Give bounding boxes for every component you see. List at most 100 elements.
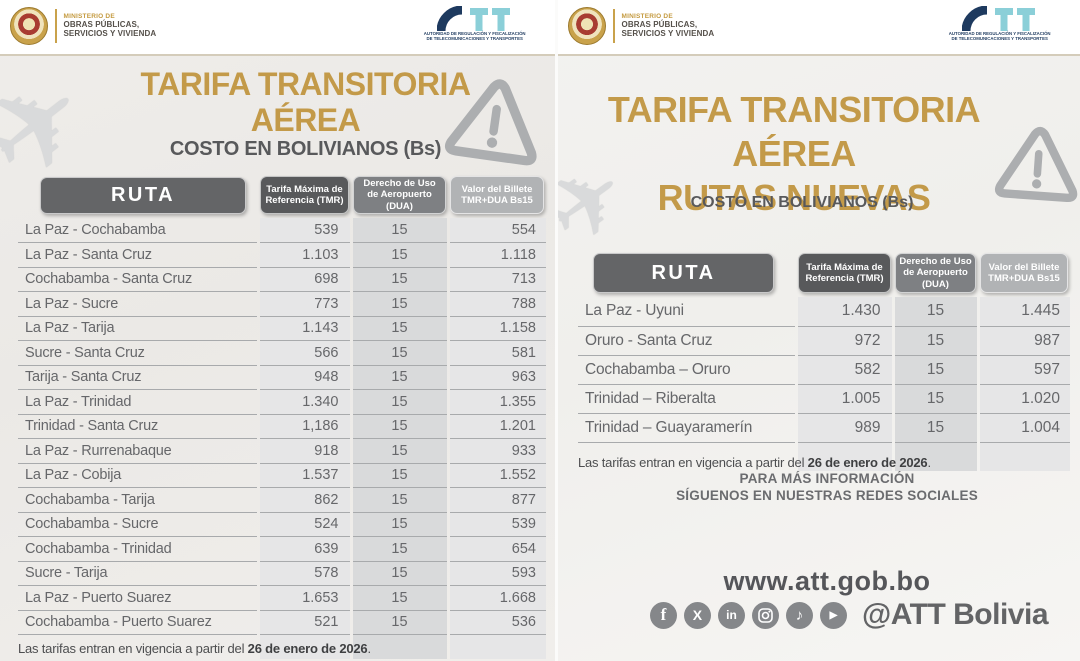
cell-route: La Paz - Cobija	[18, 463, 258, 488]
panel-rutas-nuevas: MINISTERIO DE OBRAS PÚBLICAS, SERVICIOS …	[555, 0, 1080, 661]
cell-total: 1.445	[978, 297, 1070, 327]
cell-route: La Paz - Rurrenabaque	[18, 438, 258, 464]
logo-bar: MINISTERIO DE OBRAS PÚBLICAS, SERVICIOS …	[0, 0, 555, 56]
cell-tmr: 1.537	[258, 463, 351, 488]
effective-date-notice: Las tarifas entran en vigencia a partir …	[18, 641, 371, 656]
table-row: Trinidad - Santa Cruz 1,186 15 1.201	[18, 414, 546, 439]
cell-dua: 15	[351, 585, 448, 611]
cell-total: 1.004	[978, 413, 1070, 443]
band-spacer-row	[18, 634, 546, 659]
table-row: La Paz - Sucre 773 15 788	[18, 291, 546, 317]
table-row: Cochabamba - Trinidad 639 15 654	[18, 536, 546, 562]
cell-route: Sucre - Tarija	[18, 561, 258, 586]
cell-route: Cochabamba - Sucre	[18, 512, 258, 537]
table-row: Cochabamba – Oruro 582 15 597	[578, 355, 1070, 385]
page-title: TARIFA TRANSITORIA AÉREA	[140, 66, 471, 138]
cell-route: Trinidad – Riberalta	[578, 384, 796, 414]
table-row: Cochabamba - Sucre 524 15 539	[18, 512, 546, 537]
page-title: TARIFA TRANSITORIA AÉREA RUTAS NUEVAS	[607, 89, 981, 218]
facebook-icon: f	[649, 601, 677, 629]
cell-dua: 15	[351, 561, 448, 586]
cell-tmr: 582	[796, 355, 893, 385]
att-logo-icon	[962, 6, 1036, 32]
cell-route: La Paz - Uyuni	[578, 297, 796, 327]
table-row: Trinidad – Guayaramerín 989 15 1.004	[578, 413, 1070, 443]
cell-route: La Paz - Puerto Suarez	[18, 585, 258, 611]
dua-column-header: Derecho de Uso de Aeropuerto (DUA)	[895, 253, 976, 293]
cell-tmr: 918	[258, 438, 351, 464]
cell-tmr: 773	[258, 291, 351, 317]
cell-tmr: 972	[796, 326, 893, 356]
ministry-line1: MINISTERIO DE	[63, 13, 115, 21]
table-row: Cochabamba - Santa Cruz 698 15 713	[18, 267, 546, 292]
notice-text: Las tarifas entran en vigencia a partir …	[18, 641, 248, 656]
cell-dua: 15	[351, 512, 448, 537]
cell-total: 1.118	[448, 242, 546, 268]
cell-dua: 15	[351, 218, 448, 243]
tariff-table: RUTA Tarifa Máxima de Referencia (TMR) D…	[18, 176, 546, 659]
tariff-table: RUTA Tarifa Máxima de Referencia (TMR) D…	[578, 253, 1070, 471]
cell-dua: 15	[351, 340, 448, 366]
ministry-name: MINISTERIO DE OBRAS PÚBLICAS, SERVICIOS …	[622, 13, 715, 38]
cell-tmr: 698	[258, 267, 351, 292]
warning-triangle-icon	[444, 79, 537, 166]
cell-dua: 15	[351, 610, 448, 635]
cell-tmr: 862	[258, 487, 351, 513]
divider	[613, 9, 615, 43]
cell-tmr: 1.430	[796, 297, 893, 327]
cell-route: Cochabamba - Tarija	[18, 487, 258, 513]
more-info-text: PARA MÁS INFORMACIÓN SÍGUENOS EN NUESTRAS…	[676, 471, 978, 503]
bolivia-coat-of-arms-icon	[10, 7, 48, 45]
page-subtitle: COSTO EN BOLIVIANOS (Bs)	[690, 194, 914, 211]
cell-total: 597	[978, 355, 1070, 385]
cell-dua: 15	[893, 413, 978, 443]
dua-column-header: Derecho de Uso de Aeropuerto (DUA)	[353, 176, 446, 214]
cell-dua: 15	[351, 365, 448, 390]
ministry-line3: SERVICIOS Y VIVIENDA	[63, 28, 157, 38]
cell-total: 788	[448, 291, 546, 317]
cell-dua: 15	[351, 389, 448, 415]
table-row: Sucre - Tarija 578 15 593	[18, 561, 546, 586]
att-tagline: AUTORIDAD DE REGULACIÓN Y FISCALIZACIÓN D…	[948, 32, 1051, 42]
tiktok-icon: ♪	[785, 601, 813, 629]
panel-tarifa-transitoria: MINISTERIO DE OBRAS PÚBLICAS, SERVICIOS …	[0, 0, 555, 661]
effective-date-notice: Las tarifas entran en vigencia a partir …	[578, 455, 931, 470]
bolivia-coat-of-arms-icon	[568, 7, 606, 45]
cell-tmr: 1.103	[258, 242, 351, 268]
cell-route: Oruro - Santa Cruz	[578, 326, 796, 356]
cell-total: 987	[978, 326, 1070, 356]
table-header-row: RUTA Tarifa Máxima de Referencia (TMR) D…	[18, 176, 546, 218]
total-column-header: Valor del Billete TMR+DUA Bs15	[450, 176, 544, 214]
website-url: www.att.gob.bo	[723, 566, 931, 596]
cell-total: 1.201	[448, 414, 546, 439]
cell-total: 713	[448, 267, 546, 292]
cell-tmr: 1.653	[258, 585, 351, 611]
logo-bar: MINISTERIO DE OBRAS PÚBLICAS, SERVICIOS …	[558, 0, 1080, 56]
cell-route: La Paz - Santa Cruz	[18, 242, 258, 268]
ministry-line2: OBRAS PÚBLICAS,	[621, 19, 698, 29]
ministry-line3: SERVICIOS Y VIVIENDA	[621, 28, 715, 38]
warning-triangle-icon	[994, 126, 1078, 203]
cell-tmr: 1,186	[258, 414, 351, 439]
cell-route: Tarija - Santa Cruz	[18, 365, 258, 390]
ministry-line2: OBRAS PÚBLICAS,	[63, 19, 140, 29]
table-row: Tarija - Santa Cruz 948 15 963	[18, 365, 546, 390]
table-row: Oruro - Santa Cruz 972 15 987	[578, 326, 1070, 356]
cell-route: Trinidad – Guayaramerín	[578, 413, 796, 443]
cell-tmr: 989	[796, 413, 893, 443]
divider	[55, 9, 57, 43]
table-row: La Paz - Tarija 1.143 15 1.158	[18, 316, 546, 341]
ministry-logo: MINISTERIO DE OBRAS PÚBLICAS, SERVICIOS …	[568, 7, 714, 45]
cell-route: Cochabamba - Puerto Suarez	[18, 610, 258, 635]
cell-dua: 15	[351, 487, 448, 513]
table-row: Sucre - Santa Cruz 566 15 581	[18, 340, 546, 366]
ministry-logo: MINISTERIO DE OBRAS PÚBLICAS, SERVICIOS …	[10, 7, 156, 45]
table-row: La Paz - Trinidad 1.340 15 1.355	[18, 389, 546, 415]
social-media-row: f X in ♪ ▶ @ATT Bolivia	[558, 598, 1080, 632]
social-handle: @ATT Bolivia	[861, 598, 1049, 631]
tariff-table-body: La Paz - Cochabamba 539 15 554 La Paz - Sant…	[18, 218, 546, 635]
cell-route: Sucre - Santa Cruz	[18, 340, 258, 366]
tmr-column-header: Tarifa Máxima de Referencia (TMR)	[260, 176, 349, 214]
cell-route: Cochabamba - Santa Cruz	[18, 267, 258, 292]
